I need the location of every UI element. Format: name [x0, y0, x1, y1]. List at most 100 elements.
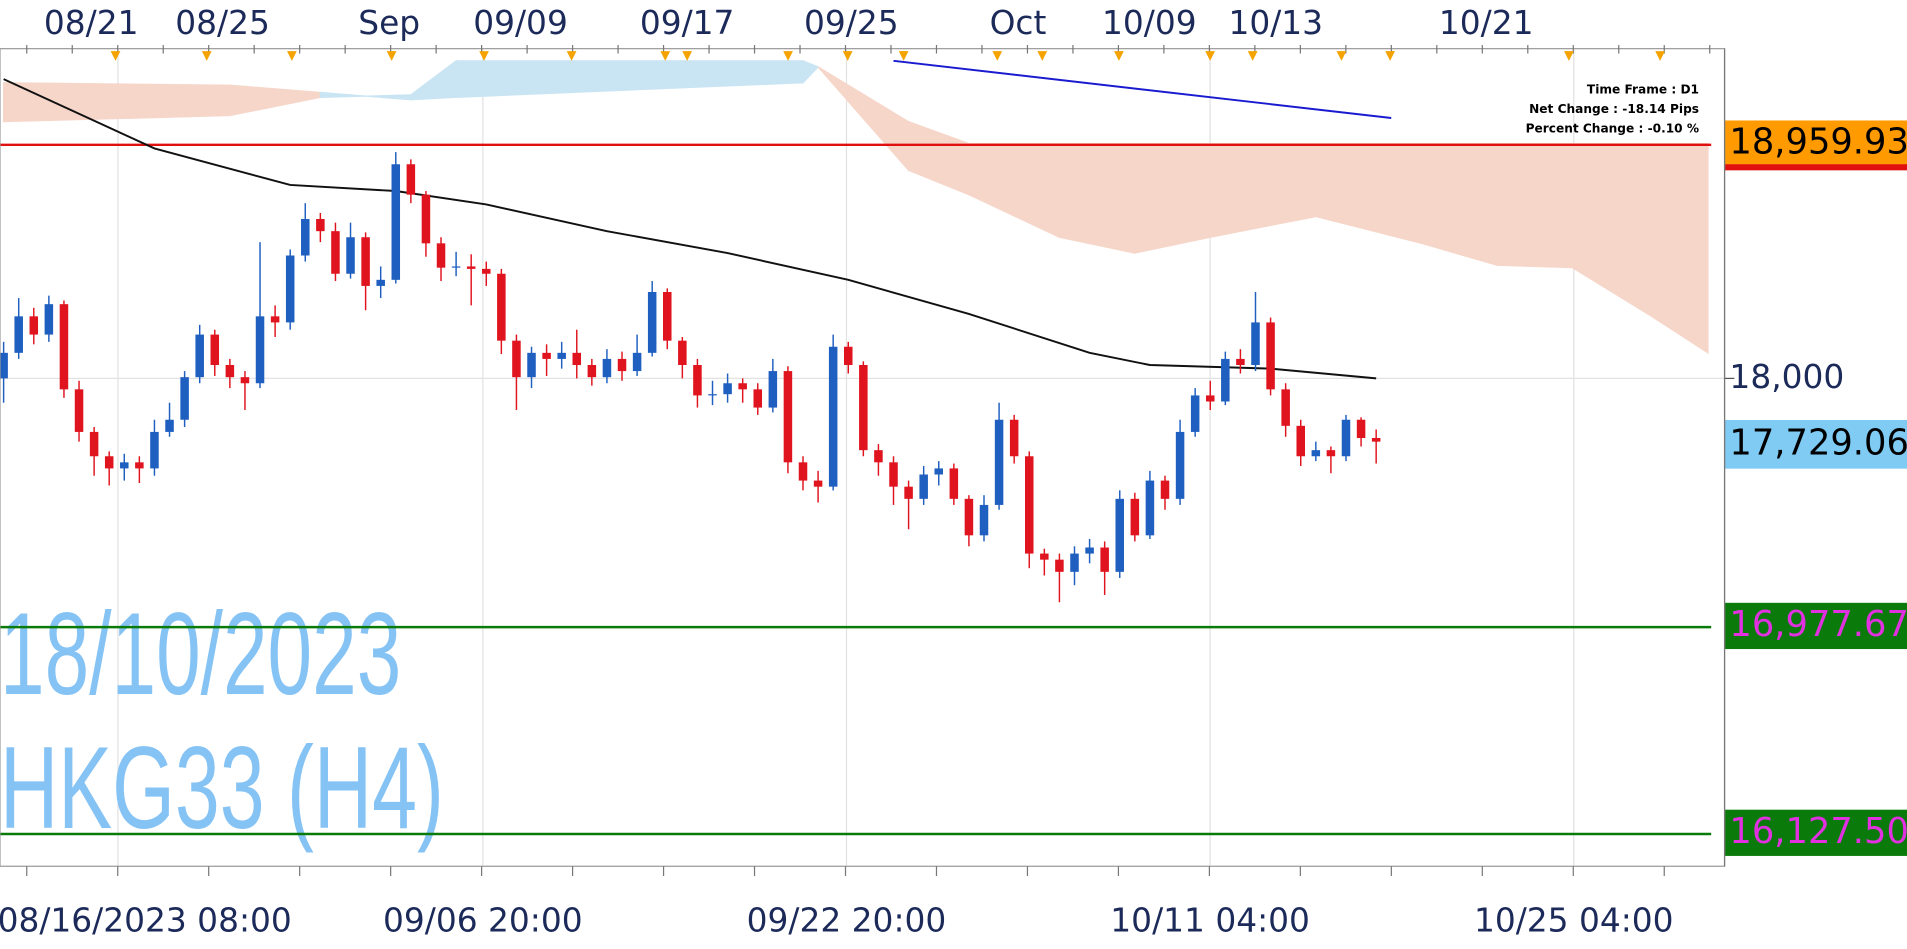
top-date-label: 09/25 [804, 4, 899, 42]
candle-body [436, 243, 446, 268]
top-date-label: Sep [358, 4, 420, 42]
candle-body [1281, 389, 1290, 426]
candles [0, 152, 1381, 603]
candle-body [391, 164, 401, 280]
level-box-underline [1724, 164, 1907, 171]
candle-body [1160, 480, 1170, 499]
candle-body [572, 352, 582, 365]
level-box [1724, 120, 1907, 167]
indicator-line [893, 59, 1392, 119]
cloud-segment [1496, 142, 1573, 269]
candle-body [240, 377, 250, 384]
current-price-label: 17,729.06 [1729, 422, 1907, 463]
candle-body [285, 255, 295, 323]
candle-body [497, 273, 506, 341]
candle-body [904, 486, 913, 499]
candle-body [844, 346, 853, 365]
time-marker [1336, 51, 1347, 61]
candle-body [1115, 498, 1125, 572]
time-marker [783, 51, 793, 61]
candle-body [421, 194, 431, 244]
candle-body [587, 365, 597, 378]
candle-body [44, 304, 54, 335]
info-text: Percent Change : -0.10 % [1526, 121, 1699, 135]
candle-body [1175, 431, 1185, 499]
candle-body [270, 316, 280, 323]
cloud-segment [1058, 142, 1136, 254]
level-label: 16,127.50 [1729, 811, 1907, 852]
candle-body [1205, 395, 1215, 402]
candle-body [678, 340, 687, 365]
candle-body [1251, 322, 1260, 365]
time-marker [201, 51, 212, 61]
bottom-time-label: 09/06 20:00 [383, 902, 583, 940]
candle-body [150, 431, 159, 469]
candle-body [316, 219, 325, 232]
candle-body [59, 304, 69, 390]
time-marker [1037, 51, 1048, 61]
candle-body [225, 365, 235, 378]
candle-body [1221, 358, 1230, 402]
top-date-label: 10/21 [1439, 4, 1534, 42]
candle-body [0, 352, 8, 379]
info-text: Net Change : -18.14 Pips [1529, 102, 1699, 116]
time-marker [682, 51, 693, 61]
top-date-label: 10/09 [1102, 4, 1197, 42]
time-marker [1205, 51, 1215, 61]
candle-body [949, 468, 959, 499]
bottom-time-label: 09/22 20:00 [747, 902, 947, 940]
candle-body [406, 164, 416, 195]
time-marker [110, 51, 121, 61]
symbol-annotation: HKG33 (H4) [0, 722, 444, 853]
candle-body [1040, 553, 1049, 560]
candle-body [798, 462, 808, 481]
candle-body [135, 462, 144, 469]
candle-body [29, 316, 39, 335]
candle-body [874, 450, 883, 463]
candle-body [451, 266, 461, 268]
candle-body [708, 394, 717, 396]
top-date-label: 08/25 [175, 4, 270, 42]
candle-body [1070, 553, 1079, 572]
candle-body [768, 371, 778, 408]
candle-body [1326, 450, 1336, 457]
level-box [1724, 602, 1907, 650]
candle-body [1311, 450, 1321, 457]
top-date-label: Oct [990, 4, 1047, 42]
candle-body [120, 462, 129, 469]
candle-body [1236, 358, 1245, 365]
candle-body [361, 237, 370, 286]
time-marker [992, 51, 1003, 61]
cloud [3, 59, 1709, 354]
info-text: Time Frame : D1 [1587, 83, 1699, 97]
candle-body [1009, 419, 1019, 457]
candle-body [542, 352, 551, 359]
candle-body [647, 292, 657, 353]
candle-body [104, 456, 114, 469]
top-date-label: 09/17 [640, 4, 735, 42]
cloud-segment [802, 59, 820, 85]
time-marker [660, 51, 671, 61]
levels: 18,959.93 16,977.67 16,127.50 17,729.06 [0, 120, 1907, 856]
candle-body [14, 316, 23, 353]
candle-body [663, 292, 672, 341]
candle-body [934, 468, 944, 475]
time-marker [842, 51, 853, 61]
candle-body [1266, 322, 1275, 390]
candle-body [482, 268, 491, 274]
candle-body [723, 383, 732, 395]
candle-body [180, 377, 189, 420]
level-label: 18,959.93 [1729, 122, 1907, 163]
cloud-segment [1420, 142, 1498, 267]
date-annotation: 18/10/2023 [0, 588, 401, 719]
level-box [1724, 809, 1907, 856]
time-marker [386, 51, 397, 61]
y-tick-label: 18,000 [1729, 358, 1844, 396]
indicator-line [3, 78, 1377, 380]
candle-body [301, 219, 310, 256]
cloud-segment [1134, 142, 1211, 254]
candle-body [919, 474, 928, 499]
bottom-time-label: 10/25 04:00 [1474, 902, 1674, 940]
